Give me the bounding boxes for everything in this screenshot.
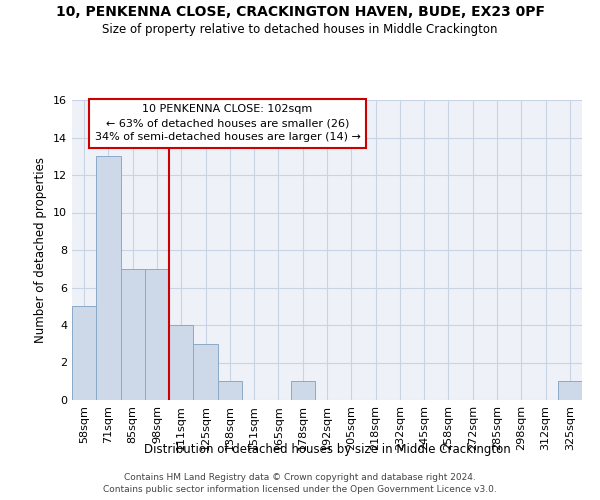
Bar — [218, 381, 242, 400]
Bar — [96, 156, 121, 400]
Bar — [72, 306, 96, 400]
Text: Contains public sector information licensed under the Open Government Licence v3: Contains public sector information licen… — [103, 485, 497, 494]
Text: Contains HM Land Registry data © Crown copyright and database right 2024.: Contains HM Land Registry data © Crown c… — [124, 472, 476, 482]
Text: 10, PENKENNA CLOSE, CRACKINGTON HAVEN, BUDE, EX23 0PF: 10, PENKENNA CLOSE, CRACKINGTON HAVEN, B… — [56, 5, 545, 19]
Bar — [121, 269, 145, 400]
Text: Distribution of detached houses by size in Middle Crackington: Distribution of detached houses by size … — [143, 442, 511, 456]
Bar — [145, 269, 169, 400]
Bar — [558, 381, 582, 400]
Bar — [169, 325, 193, 400]
Text: 10 PENKENNA CLOSE: 102sqm
← 63% of detached houses are smaller (26)
34% of semi-: 10 PENKENNA CLOSE: 102sqm ← 63% of detac… — [95, 104, 361, 142]
Text: Size of property relative to detached houses in Middle Crackington: Size of property relative to detached ho… — [102, 22, 498, 36]
Bar — [290, 381, 315, 400]
Bar — [193, 344, 218, 400]
Y-axis label: Number of detached properties: Number of detached properties — [34, 157, 47, 343]
